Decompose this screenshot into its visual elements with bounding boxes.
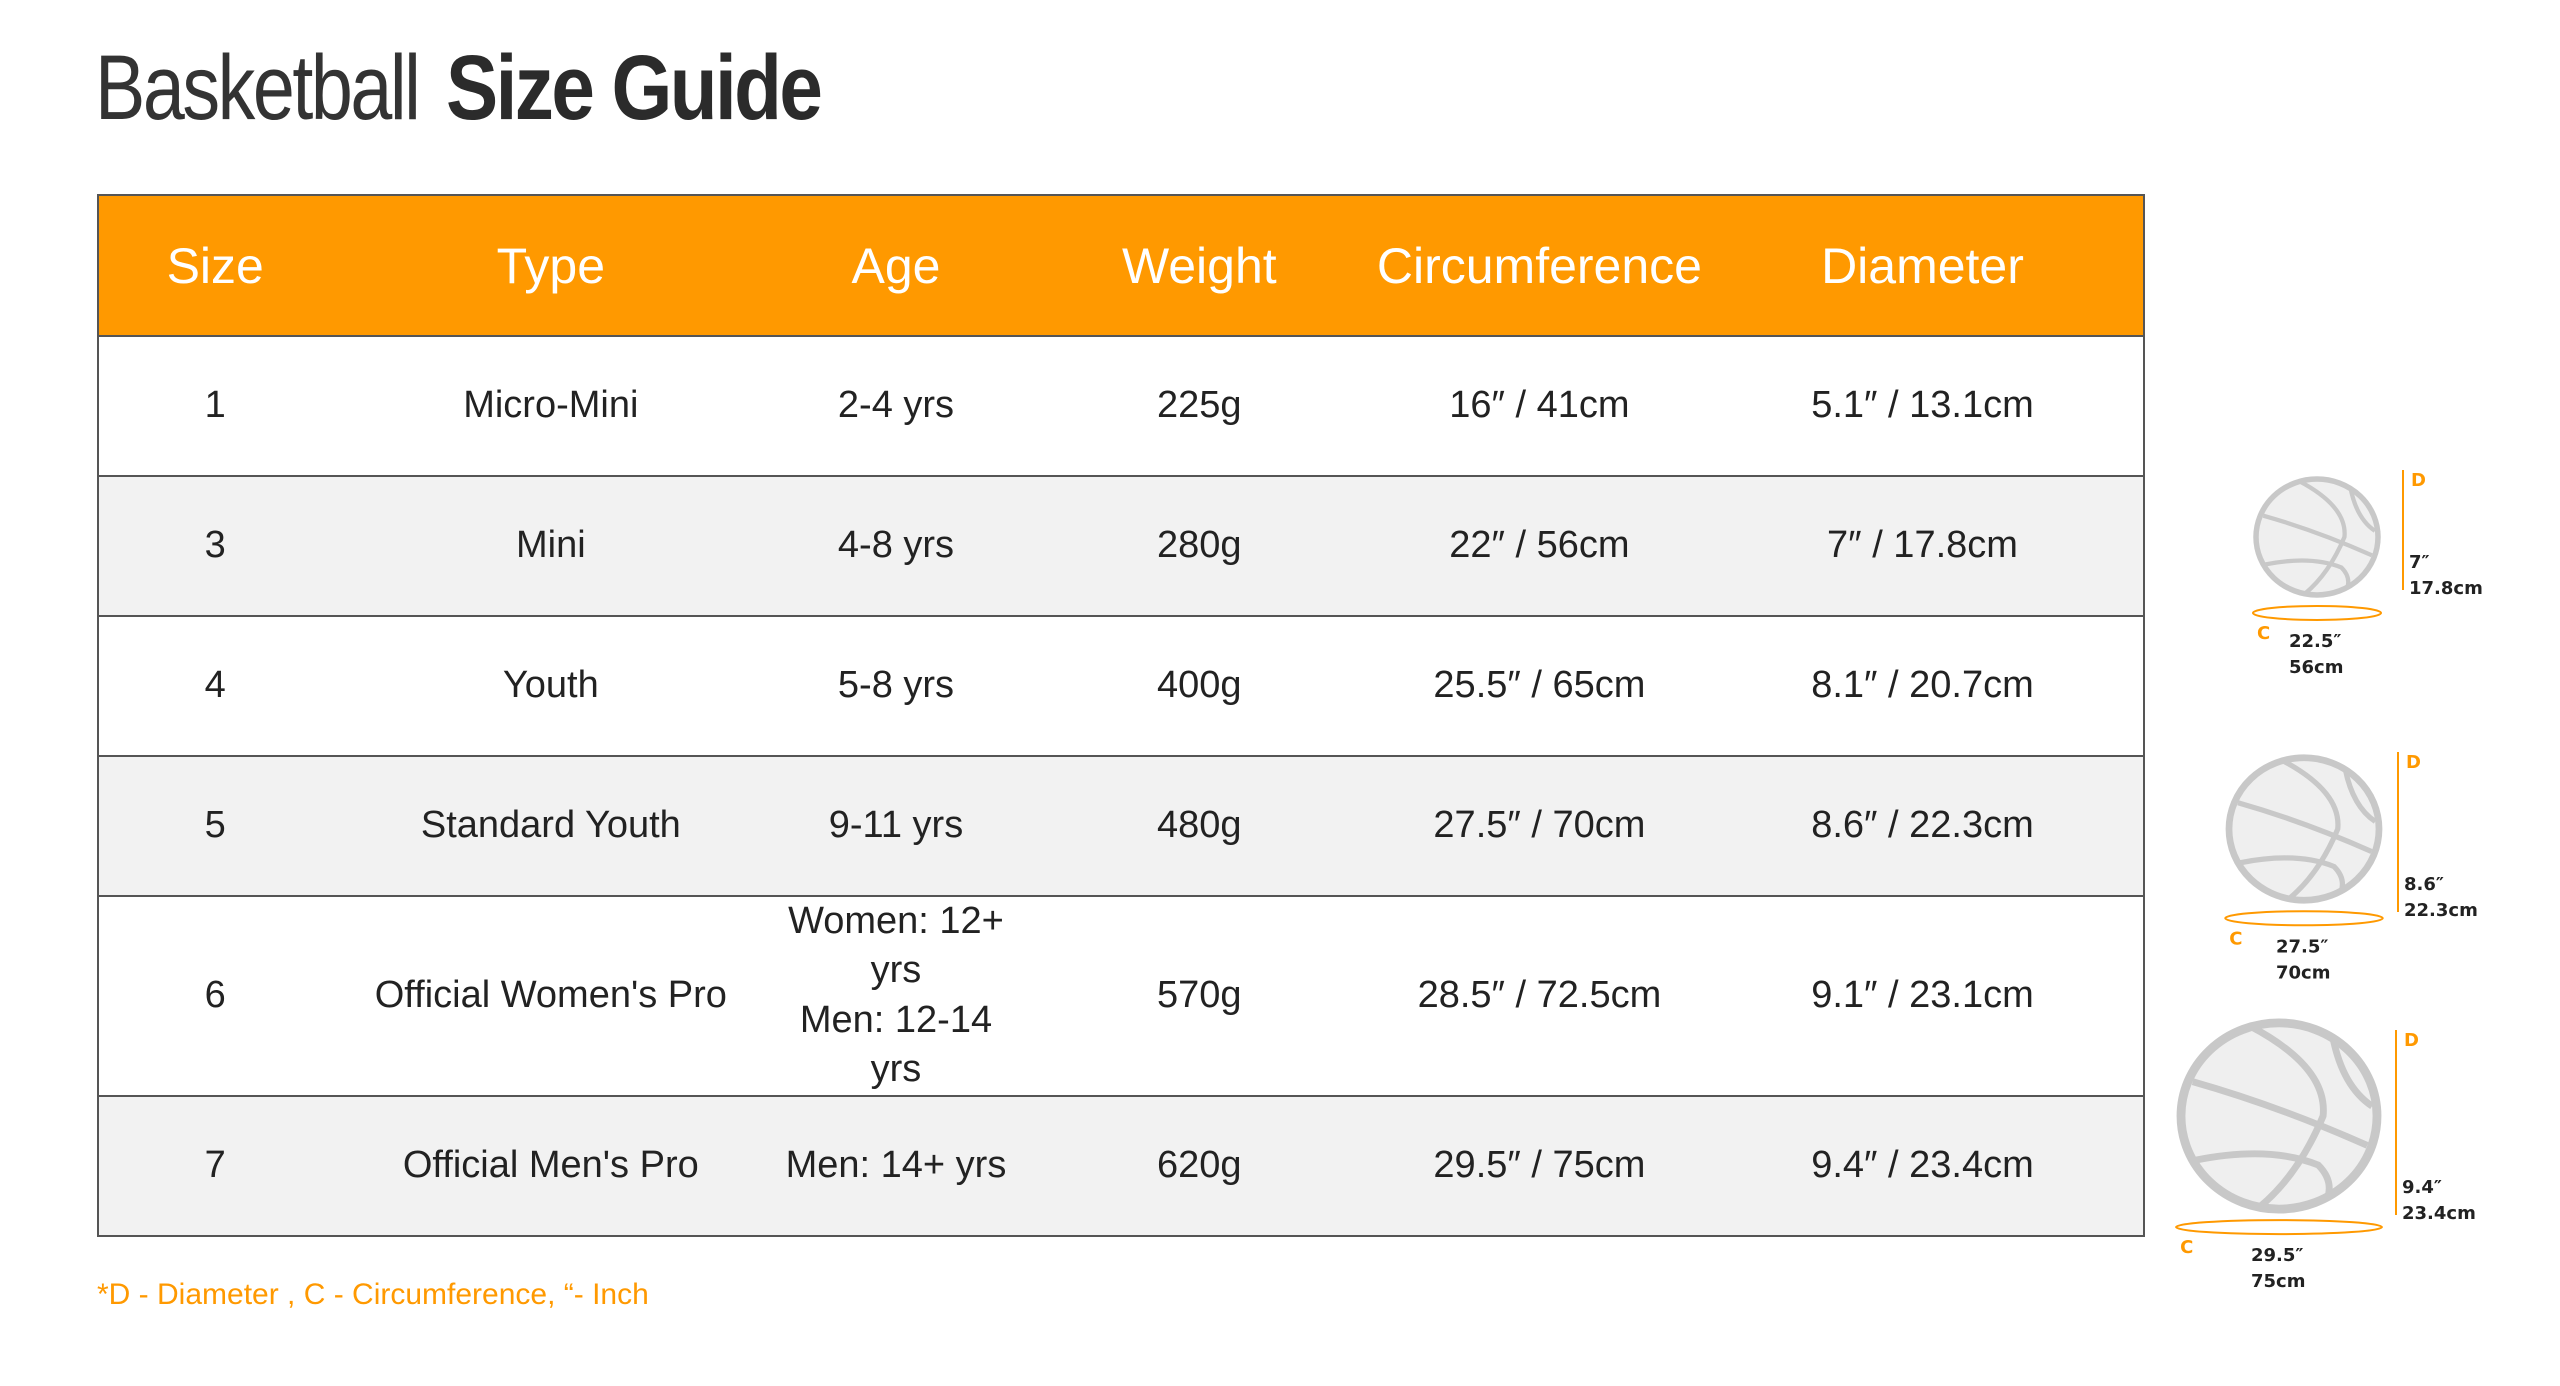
cell-size: 4 <box>98 615 332 756</box>
cell-size: 1 <box>98 335 332 476</box>
diameter-inch: 9.4″ <box>2402 1177 2442 1198</box>
diameter-inch: 8.6″ <box>2404 874 2444 895</box>
cell-size: 3 <box>98 475 332 616</box>
size-table: Size Type Age Weight Circumference Diame… <box>97 194 2145 1237</box>
cell-type: Youth <box>331 615 771 756</box>
circumference-ring <box>2175 1219 2383 1236</box>
cell-circumference: 22″ / 56cm <box>1376 475 1702 616</box>
diameter-inch: 7″ <box>2409 552 2430 573</box>
diameter-marker: D <box>2406 752 2421 773</box>
cell-size: 7 <box>98 1094 332 1236</box>
cell-circumference: 27.5″ / 70cm <box>1376 755 1702 896</box>
diameter-cm: 17.8cm <box>2409 578 2483 599</box>
basketball-icon <box>2176 1018 2382 1214</box>
diameter-marker: D <box>2404 1030 2419 1051</box>
basketball-icon <box>2225 754 2383 904</box>
cell-circumference: 16″ / 41cm <box>1376 335 1702 476</box>
cell-diameter: 8.1″ / 20.7cm <box>1701 615 2144 756</box>
circumference-inch: 22.5″ <box>2289 631 2341 652</box>
header-age: Age <box>770 195 1022 336</box>
cell-weight: 570g <box>1021 895 1377 1096</box>
table-row: 6 Official Women's Pro Women: 12+ yrs Men:… <box>98 895 2144 1096</box>
cell-size: 6 <box>98 895 332 1096</box>
header-weight: Weight <box>1021 195 1377 336</box>
circumference-marker: C <box>2229 928 2242 949</box>
diameter-marker: D <box>2411 470 2426 491</box>
header-type: Type <box>331 195 771 336</box>
page-title: Basketball Size Guide <box>95 42 886 134</box>
circumference-cm: 70cm <box>2276 962 2330 983</box>
cell-age: 9-11 yrs <box>770 755 1022 896</box>
table-row: 4 Youth 5-8 yrs 400g 25.5″ / 65cm 8.1″ / 20.7… <box>98 615 2144 756</box>
cell-weight: 400g <box>1021 615 1377 756</box>
cell-type: Official Women's Pro <box>331 895 771 1096</box>
cell-weight: 620g <box>1021 1094 1377 1236</box>
circumference-inch: 29.5″ <box>2251 1245 2303 1266</box>
cell-weight: 225g <box>1021 335 1377 476</box>
circumference-ring <box>2251 604 2383 621</box>
cell-type: Micro-Mini <box>331 335 771 476</box>
cell-diameter: 9.4″ / 23.4cm <box>1701 1094 2144 1236</box>
cell-age: Women: 12+ yrs Men: 12-14 yrs <box>770 895 1022 1096</box>
circumference-cm: 75cm <box>2251 1271 2305 1292</box>
table-row: 1 Micro-Mini 2-4 yrs 225g 16″ / 41cm 5.1″ / 1… <box>98 335 2144 476</box>
table-row: 3 Mini 4-8 yrs 280g 22″ / 56cm 7″ / 17.8cm <box>98 475 2144 616</box>
cell-age: Men: 14+ yrs <box>770 1094 1022 1236</box>
cell-weight: 480g <box>1021 755 1377 896</box>
cell-diameter: 5.1″ / 13.1cm <box>1701 335 2144 476</box>
title-light: Basketball <box>95 37 421 139</box>
cell-circumference: 28.5″ / 72.5cm <box>1376 895 1702 1096</box>
diameter-cm: 23.4cm <box>2402 1203 2476 1224</box>
cell-age: 4-8 yrs <box>770 475 1022 616</box>
cell-weight: 280g <box>1021 475 1377 616</box>
circumference-marker: C <box>2180 1237 2193 1258</box>
cell-type: Standard Youth <box>331 755 771 896</box>
header-diameter: Diameter <box>1701 195 2144 336</box>
cell-type: Mini <box>331 475 771 616</box>
circumference-cm: 56cm <box>2289 657 2343 678</box>
table-row: 5 Standard Youth 9-11 yrs 480g 27.5″ / 70cm 8… <box>98 755 2144 896</box>
cell-diameter: 9.1″ / 23.1cm <box>1701 895 2144 1096</box>
cell-type: Official Men's Pro <box>331 1094 771 1236</box>
table-header: Size Type Age Weight Circumference Diame… <box>98 195 2144 336</box>
cell-age: 2-4 yrs <box>770 335 1022 476</box>
cell-size: 5 <box>98 755 332 896</box>
table-row: 7 Official Men's Pro Men: 14+ yrs 620g 29.5″… <box>98 1094 2144 1236</box>
footnote: *D - Diameter , C - Circumference, “- In… <box>97 1278 649 1311</box>
title-bold: Size Guide <box>446 37 823 139</box>
circumference-marker: C <box>2257 623 2270 644</box>
cell-diameter: 8.6″ / 22.3cm <box>1701 755 2144 896</box>
basketball-icon <box>2253 476 2381 598</box>
diameter-cm: 22.3cm <box>2404 900 2478 921</box>
cell-circumference: 29.5″ / 75cm <box>1376 1094 1702 1236</box>
circumference-ring <box>2224 910 2384 927</box>
header-size: Size <box>98 195 332 336</box>
header-circumference: Circumference <box>1376 195 1702 336</box>
cell-diameter: 7″ / 17.8cm <box>1701 475 2144 616</box>
circumference-inch: 27.5″ <box>2276 936 2328 957</box>
cell-age: 5-8 yrs <box>770 615 1022 756</box>
cell-circumference: 25.5″ / 65cm <box>1376 615 1702 756</box>
